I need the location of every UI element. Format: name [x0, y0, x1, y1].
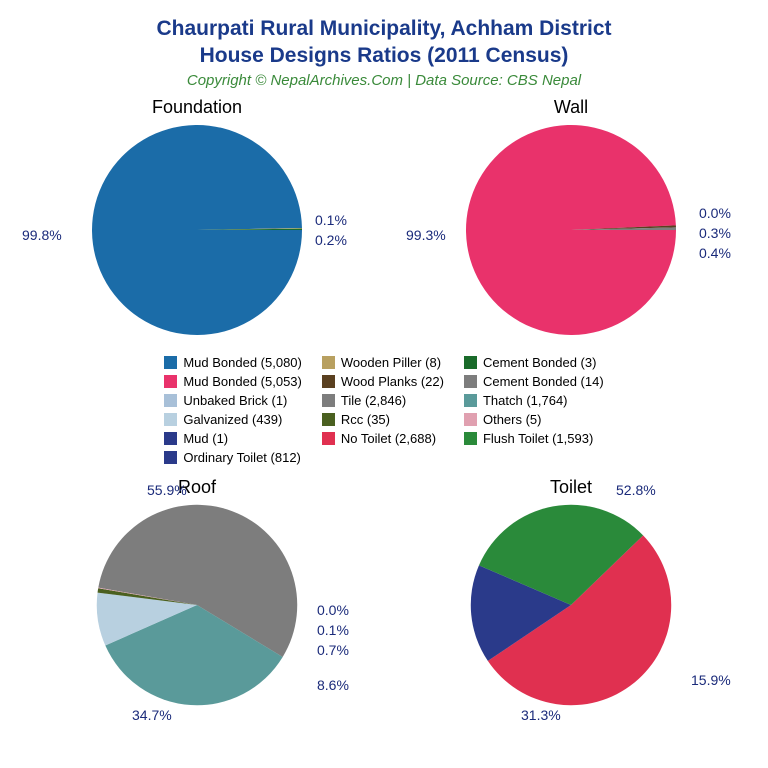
legend: Mud Bonded (5,080) Mud Bonded (5,053) Unba…	[10, 355, 758, 465]
legend-text: Mud (1)	[183, 431, 228, 446]
wall-label: Wall	[391, 97, 751, 118]
legend-swatch	[164, 356, 177, 369]
legend-swatch	[164, 432, 177, 445]
roof-pie	[92, 500, 302, 710]
legend-text: Others (5)	[483, 412, 542, 427]
legend-item: Flush Toilet (1,593)	[464, 431, 604, 446]
pct-label: 0.3%	[699, 225, 731, 241]
pct-label: 0.7%	[317, 642, 349, 658]
legend-item: Wooden Piller (8)	[322, 355, 444, 370]
roof-chart: Roof 55.9% 34.7% 8.6% 0.7% 0.1% 0.0%	[17, 477, 377, 727]
legend-item: Cement Bonded (14)	[464, 374, 604, 389]
legend-swatch	[464, 432, 477, 445]
pct-label: 0.1%	[317, 622, 349, 638]
pct-label: 0.4%	[699, 245, 731, 261]
pct-label: 34.7%	[132, 707, 172, 723]
bottom-charts-row: Roof 55.9% 34.7% 8.6% 0.7% 0.1% 0.0% Toilet 5…	[10, 477, 758, 727]
legend-item: Unbaked Brick (1)	[164, 393, 302, 408]
pct-label: 31.3%	[521, 707, 561, 723]
legend-swatch	[464, 394, 477, 407]
legend-text: Wooden Piller (8)	[341, 355, 441, 370]
legend-item: Galvanized (439)	[164, 412, 302, 427]
legend-swatch	[464, 375, 477, 388]
legend-item: Thatch (1,764)	[464, 393, 604, 408]
legend-text: Cement Bonded (14)	[483, 374, 604, 389]
foundation-chart: Foundation 99.8% 0.1% 0.2%	[17, 97, 377, 347]
legend-swatch	[322, 375, 335, 388]
legend-text: Galvanized (439)	[183, 412, 282, 427]
top-charts-row: Foundation 99.8% 0.1% 0.2% Wall 99.3% 0.0% 0…	[10, 97, 758, 347]
legend-swatch	[164, 413, 177, 426]
wall-pie	[461, 120, 681, 340]
pct-label: 0.2%	[315, 232, 347, 248]
pct-label: 0.0%	[699, 205, 731, 221]
legend-text: Mud Bonded (5,053)	[183, 374, 302, 389]
legend-item: Mud Bonded (5,053)	[164, 374, 302, 389]
legend-column: Cement Bonded (3) Cement Bonded (14) Thatc…	[464, 355, 604, 465]
legend-item: Cement Bonded (3)	[464, 355, 604, 370]
legend-swatch	[322, 356, 335, 369]
legend-item: Others (5)	[464, 412, 604, 427]
legend-text: Tile (2,846)	[341, 393, 406, 408]
title-line-2: House Designs Ratios (2011 Census)	[200, 44, 569, 67]
legend-swatch	[164, 394, 177, 407]
legend-item: Mud (1)	[164, 431, 302, 446]
foundation-pie	[87, 120, 307, 340]
toilet-chart: Toilet 52.8% 15.9% 31.3%	[391, 477, 751, 727]
pct-label: 99.8%	[22, 227, 62, 243]
roof-label: Roof	[17, 477, 377, 498]
legend-item: Mud Bonded (5,080)	[164, 355, 302, 370]
legend-item: Rcc (35)	[322, 412, 444, 427]
pct-label: 0.0%	[317, 602, 349, 618]
legend-text: Wood Planks (22)	[341, 374, 444, 389]
wall-chart: Wall 99.3% 0.0% 0.3% 0.4%	[391, 97, 751, 347]
legend-swatch	[164, 375, 177, 388]
pct-label: 8.6%	[317, 677, 349, 693]
pct-label: 55.9%	[147, 482, 187, 498]
legend-item: Wood Planks (22)	[322, 374, 444, 389]
legend-item: No Toilet (2,688)	[322, 431, 444, 446]
toilet-pie	[466, 500, 676, 710]
legend-text: No Toilet (2,688)	[341, 431, 436, 446]
pct-label: 52.8%	[616, 482, 656, 498]
legend-swatch	[322, 394, 335, 407]
legend-text: Flush Toilet (1,593)	[483, 431, 593, 446]
pct-label: 0.1%	[315, 212, 347, 228]
legend-item: Tile (2,846)	[322, 393, 444, 408]
toilet-label: Toilet	[391, 477, 751, 498]
legend-text: Thatch (1,764)	[483, 393, 568, 408]
legend-text: Unbaked Brick (1)	[183, 393, 287, 408]
subtitle: Copyright © NepalArchives.Com | Data Sou…	[10, 72, 758, 89]
legend-column: Mud Bonded (5,080) Mud Bonded (5,053) Unba…	[164, 355, 302, 465]
legend-text: Cement Bonded (3)	[483, 355, 596, 370]
pct-label: 99.3%	[406, 227, 446, 243]
main-title: Chaurpati Rural Municipality, Achham Dis…	[10, 15, 758, 70]
legend-swatch	[464, 413, 477, 426]
legend-column: Wooden Piller (8) Wood Planks (22) Tile (2…	[322, 355, 444, 465]
legend-swatch	[322, 432, 335, 445]
legend-swatch	[464, 356, 477, 369]
pct-label: 15.9%	[691, 672, 731, 688]
legend-swatch	[164, 451, 177, 464]
title-line-1: Chaurpati Rural Municipality, Achham Dis…	[156, 17, 611, 40]
legend-item: Ordinary Toilet (812)	[164, 450, 302, 465]
legend-text: Rcc (35)	[341, 412, 390, 427]
foundation-label: Foundation	[17, 97, 377, 118]
legend-text: Ordinary Toilet (812)	[183, 450, 301, 465]
legend-text: Mud Bonded (5,080)	[183, 355, 302, 370]
legend-swatch	[322, 413, 335, 426]
